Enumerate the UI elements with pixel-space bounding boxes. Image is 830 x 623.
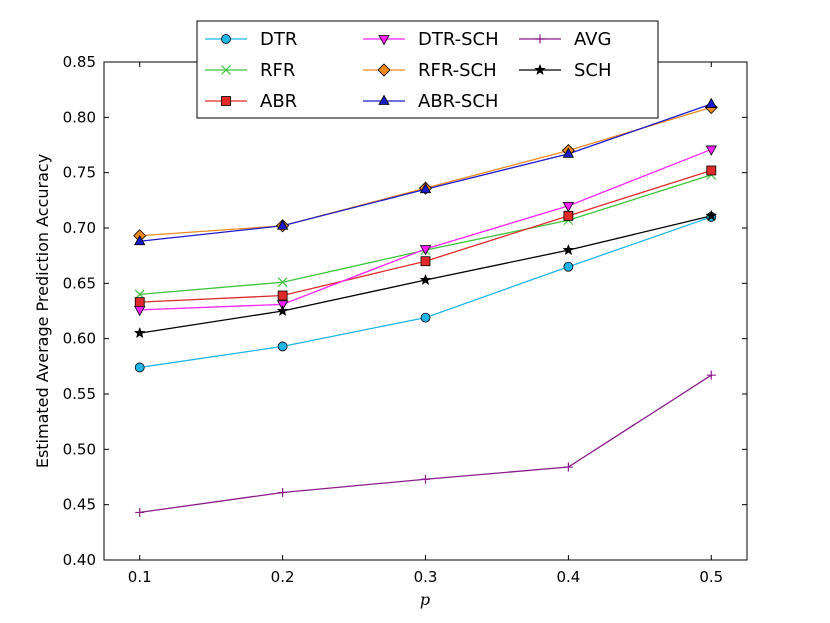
legend-label-dtr-sch: DTR-SCH [418, 29, 499, 50]
y-tick-label: 0.60 [63, 330, 96, 348]
legend-marker-avg [535, 34, 545, 44]
x-tick-label: 0.3 [414, 568, 438, 586]
y-axis-label: Estimated Average Prediction Accuracy [33, 154, 52, 468]
x-axis-label: p [420, 590, 430, 609]
data-point-sch [705, 209, 718, 221]
series-line-dtr [139, 216, 712, 369]
y-axis-ticks: 0.40 0.45 0.50 0.55 0.60 0.65 0.70 0.75 0.80 0.85 [63, 53, 747, 569]
data-point-dtr-sch [705, 145, 717, 156]
data-point-dtr [277, 341, 288, 352]
legend-marker-rfr-sch [377, 63, 391, 77]
x-tick-label: 0.4 [556, 568, 580, 586]
plot-area-frame [103, 61, 748, 561]
data-point-abr [277, 290, 288, 301]
data-point-dtr [420, 312, 431, 323]
data-point-avg [135, 507, 145, 517]
legend-marker-abr [221, 96, 231, 106]
data-point-dtr [134, 362, 145, 373]
y-tick-label: 0.45 [63, 496, 96, 514]
data-point-abr-sch [562, 147, 575, 158]
x-tick-label: 0.2 [271, 568, 295, 586]
data-point-avg [706, 370, 716, 380]
x-tick-label: 0.5 [699, 568, 723, 586]
data-point-abr-sch [276, 219, 289, 230]
legend-label-rfr-sch: RFR-SCH [418, 60, 497, 81]
legend-label-dtr: DTR [260, 29, 297, 50]
data-point-abr-sch [419, 182, 432, 194]
legend-marker-rfr [221, 65, 231, 75]
legend-label-rfr: RFR [260, 60, 295, 81]
series-line-rfr-sch [139, 106, 712, 237]
x-axis-ticks: 0.1 0.2 0.3 0.4 0.5 [128, 62, 723, 586]
legend-marker-dtr-sch [378, 35, 390, 46]
data-point-abr-sch [134, 234, 146, 246]
y-tick-label: 0.85 [63, 53, 96, 71]
series-line-abr-sch [139, 103, 712, 242]
y-tick-label: 0.80 [63, 108, 96, 126]
y-tick-label: 0.40 [63, 551, 96, 569]
data-point-dtr [563, 261, 574, 272]
data-point-sch [562, 243, 575, 256]
legend-label-abr: ABR [260, 91, 297, 112]
data-point-dtr-sch [134, 305, 146, 317]
data-point-avg [563, 462, 573, 472]
legend-box [196, 20, 659, 119]
data-point-abr [706, 165, 717, 176]
legend-marker-abr-sch [378, 94, 390, 105]
data-point-abr [134, 297, 145, 308]
data-point-avg [278, 487, 288, 497]
data-point-abr [420, 256, 431, 267]
legend-marker-dtr [221, 34, 231, 44]
data-point-sch [276, 304, 289, 317]
y-tick-label: 0.65 [63, 274, 96, 292]
y-tick-label: 0.50 [63, 440, 96, 458]
series-lines [139, 103, 712, 514]
legend-label-sch: SCH [574, 60, 612, 81]
data-point-abr-sch [705, 97, 717, 108]
legend: DTR RFR ABR DTR-SCH RFR-SCH ABR-SCH AVG SCH [196, 20, 659, 119]
legend-label-abr-sch: ABR-SCH [418, 91, 498, 112]
x-tick-label: 0.1 [128, 568, 152, 586]
y-tick-label: 0.55 [63, 385, 96, 403]
data-point-avg [421, 474, 430, 484]
legend-marker-sch [534, 63, 546, 76]
data-point-sch [419, 273, 432, 286]
data-point-sch [133, 326, 146, 339]
y-tick-label: 0.75 [63, 164, 96, 182]
series-markers [133, 97, 718, 517]
data-point-abr [563, 210, 574, 221]
data-point-dtr-sch [562, 201, 575, 213]
y-tick-label: 0.70 [63, 219, 96, 237]
data-point-dtr-sch [419, 245, 432, 256]
series-line-avg [139, 374, 712, 514]
legend-label-avg: AVG [574, 29, 611, 50]
data-point-rfr [277, 277, 288, 288]
